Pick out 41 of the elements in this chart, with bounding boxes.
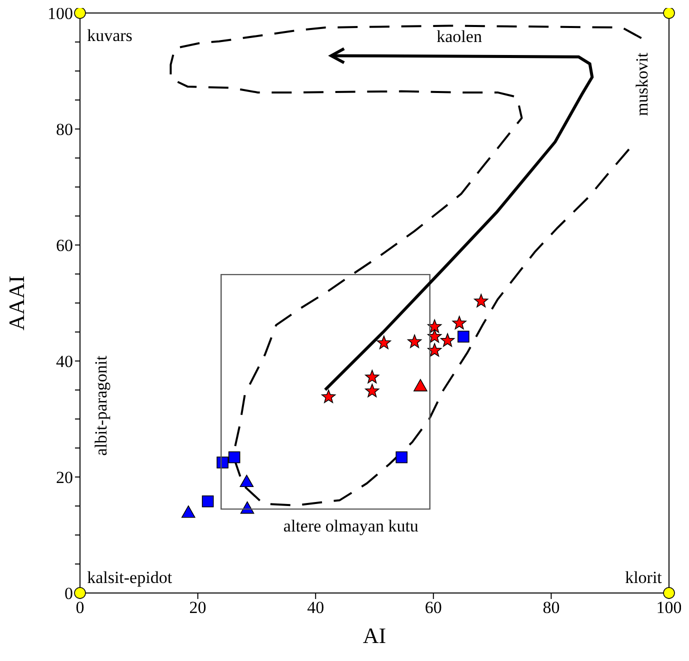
point xyxy=(407,334,422,348)
annotation: altere olmayan kutu xyxy=(283,516,419,536)
y-tick-label: 60 xyxy=(56,236,73,256)
annotation: albit-paragonit xyxy=(92,355,111,456)
x-tick-label: 20 xyxy=(189,598,206,618)
point xyxy=(376,336,391,350)
point xyxy=(74,8,86,19)
point xyxy=(452,316,466,330)
point xyxy=(365,384,380,398)
x-tick-label: 60 xyxy=(424,598,442,618)
y-axis-title: AAAI xyxy=(4,276,29,330)
point xyxy=(240,474,254,488)
point xyxy=(428,343,442,357)
x-tick-label: 40 xyxy=(307,598,324,618)
y-tick-label: 40 xyxy=(56,352,73,372)
annotation: muskovit xyxy=(632,52,652,116)
point xyxy=(202,495,214,508)
x-tick-label: 80 xyxy=(542,598,560,618)
point xyxy=(428,329,442,343)
point xyxy=(474,294,488,308)
y-tick-label: 0 xyxy=(64,584,73,604)
point xyxy=(440,333,455,347)
y-tick-label: 80 xyxy=(56,120,73,140)
point xyxy=(322,390,336,404)
y-tick-label: 20 xyxy=(56,468,73,488)
annotation: kalsit-epidot xyxy=(87,568,172,588)
point xyxy=(228,451,240,464)
point xyxy=(216,456,228,468)
y-tick-label: 100 xyxy=(48,4,73,24)
x-axis-title: AI xyxy=(362,623,386,648)
point xyxy=(365,370,380,384)
point xyxy=(414,379,428,392)
point xyxy=(428,319,442,333)
x-tick-label: 100 xyxy=(656,598,682,618)
annotation: kaolen xyxy=(436,27,482,46)
point xyxy=(181,505,196,518)
annotation: klorit xyxy=(625,568,662,588)
annotation: kuvars xyxy=(87,26,132,45)
point xyxy=(396,451,408,464)
point xyxy=(458,330,470,343)
point xyxy=(663,8,675,19)
